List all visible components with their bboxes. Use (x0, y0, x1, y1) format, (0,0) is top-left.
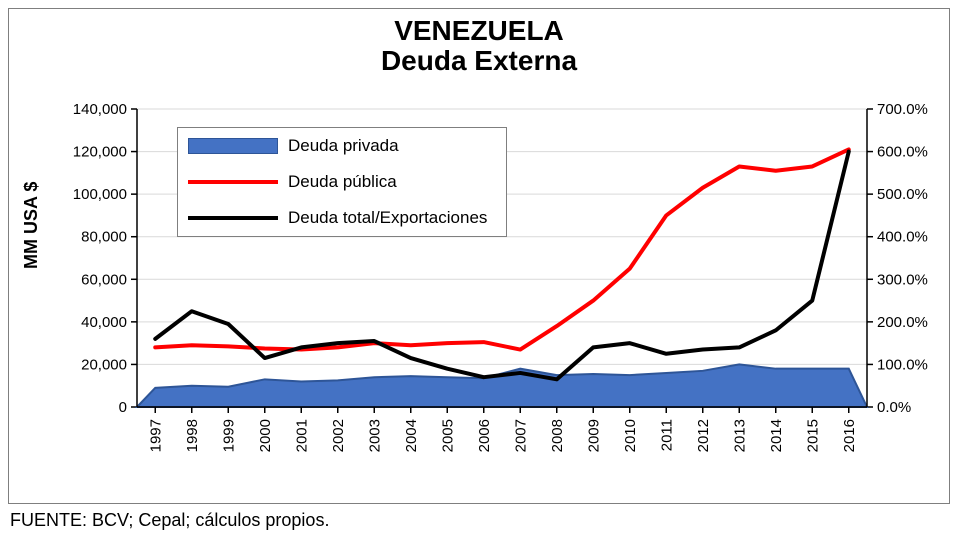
svg-text:100.0%: 100.0% (877, 356, 928, 373)
svg-text:2001: 2001 (293, 419, 310, 452)
svg-text:40,000: 40,000 (81, 314, 127, 331)
svg-text:2016: 2016 (841, 419, 858, 452)
svg-text:0.0%: 0.0% (877, 399, 911, 416)
svg-text:2008: 2008 (549, 419, 566, 452)
svg-text:200.0%: 200.0% (877, 314, 928, 331)
svg-text:0: 0 (119, 399, 127, 416)
svg-text:2012: 2012 (695, 419, 712, 452)
svg-text:120,000: 120,000 (73, 144, 127, 161)
legend: Deuda privada Deuda pública Deuda total/… (177, 127, 507, 237)
svg-text:20,000: 20,000 (81, 356, 127, 373)
svg-text:500.0%: 500.0% (877, 186, 928, 203)
svg-text:2014: 2014 (768, 419, 785, 452)
legend-swatch-line-icon (188, 180, 278, 184)
svg-text:2005: 2005 (439, 419, 456, 452)
legend-swatch-line-icon (188, 216, 278, 220)
svg-text:80,000: 80,000 (81, 229, 127, 246)
svg-text:100,000: 100,000 (73, 186, 127, 203)
legend-item-deuda-publica: Deuda pública (178, 164, 506, 200)
svg-text:2006: 2006 (476, 419, 493, 452)
legend-label: Deuda total/Exportaciones (288, 208, 487, 228)
legend-label: Deuda pública (288, 172, 397, 192)
svg-text:2011: 2011 (658, 419, 675, 451)
svg-text:2007: 2007 (512, 419, 529, 452)
legend-item-deuda-total-exp: Deuda total/Exportaciones (178, 200, 506, 236)
source-text: FUENTE: BCV; Cepal; cálculos propios. (10, 510, 329, 531)
legend-label: Deuda privada (288, 136, 399, 156)
svg-text:140,000: 140,000 (73, 101, 127, 118)
svg-text:2013: 2013 (731, 419, 748, 452)
svg-text:2004: 2004 (403, 419, 420, 452)
svg-text:1998: 1998 (184, 419, 201, 452)
svg-text:2010: 2010 (622, 419, 639, 452)
svg-text:2000: 2000 (257, 419, 274, 452)
svg-text:600.0%: 600.0% (877, 144, 928, 161)
svg-text:400.0%: 400.0% (877, 229, 928, 246)
svg-text:1999: 1999 (220, 419, 237, 452)
series-deuda-privada (137, 364, 867, 407)
chart-plot: 0 20,000 40,000 60,000 80,000 100,000 120,000 1… (9, 9, 951, 505)
legend-item-deuda-privada: Deuda privada (178, 128, 506, 164)
svg-text:2003: 2003 (366, 419, 383, 452)
svg-text:2015: 2015 (804, 419, 821, 452)
legend-swatch-area-icon (188, 138, 278, 154)
chart-frame: VENEZUELA Deuda Externa MM USA $ 020,000… (8, 8, 950, 504)
svg-text:700.0%: 700.0% (877, 101, 928, 118)
svg-text:1997: 1997 (147, 419, 164, 452)
svg-text:300.0%: 300.0% (877, 271, 928, 288)
svg-text:2009: 2009 (585, 419, 602, 452)
svg-text:60,000: 60,000 (81, 271, 127, 288)
svg-text:2002: 2002 (330, 419, 347, 452)
